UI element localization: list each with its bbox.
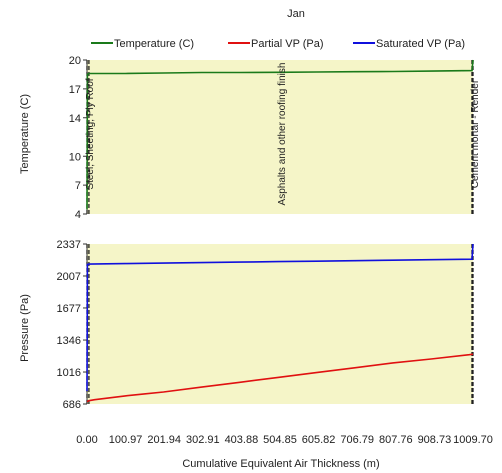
layer-label-cement: Cement mortar - Render	[470, 79, 481, 188]
x-tick-label: 100.97	[109, 434, 143, 446]
pressure-y-tick-label: 2337	[57, 239, 81, 251]
x-axis-ticks: 0.00 100.97 201.94 302.91 403.88 504.85 605.82…	[76, 434, 493, 446]
x-tick-label: 908.73	[418, 434, 452, 446]
x-tick-label: 302.91	[186, 434, 220, 446]
pressure-y-ticks: 686 1016 1346 1677 2007 2337	[57, 239, 87, 411]
layer-label-asphalt: Asphalts and other roofing finish	[277, 63, 288, 206]
temperature-y-tick-label: 7	[75, 180, 81, 192]
temperature-y-tick-label: 17	[69, 84, 81, 96]
pressure-y-tick-label: 1346	[57, 335, 81, 347]
temperature-y-axis-title: Temperature (C)	[19, 94, 31, 174]
legend: Temperature (C) Partial VP (Pa) Saturate…	[91, 38, 465, 50]
temperature-plot-area	[87, 60, 473, 214]
x-tick-label: 807.76	[379, 434, 413, 446]
legend-label-temperature: Temperature (C)	[114, 38, 194, 50]
temperature-y-ticks: 4 7 10 14 17 20	[69, 55, 87, 221]
legend-label-partial-vp: Partial VP (Pa)	[251, 38, 324, 50]
layer-label-steel: Steel, Sheeting, Ply Roof	[85, 78, 96, 189]
temperature-series	[86, 59, 474, 210]
temperature-y-tick-label: 4	[75, 209, 81, 221]
x-tick-label: 605.82	[302, 434, 336, 446]
pressure-plot-area	[87, 244, 473, 404]
legend-label-saturated-vp: Saturated VP (Pa)	[376, 38, 465, 50]
pressure-series	[86, 243, 474, 403]
pressure-y-tick-label: 2007	[57, 271, 81, 283]
temperature-y-tick-label: 20	[69, 55, 81, 67]
pressure-y-axis-title: Pressure (Pa)	[19, 294, 31, 362]
x-tick-label: 1009.70	[453, 434, 493, 446]
x-axis-title: Cumulative Equivalent Air Thickness (m)	[182, 458, 379, 470]
series-line-temperature-c	[86, 59, 474, 210]
series-line-saturated-vp-pa	[86, 243, 474, 392]
pressure-y-tick-label: 686	[63, 399, 81, 411]
x-tick-label: 201.94	[147, 434, 181, 446]
pressure-y-tick-label: 1677	[57, 303, 81, 315]
temperature-y-tick-label: 14	[69, 113, 81, 125]
x-tick-label: 403.88	[225, 434, 259, 446]
x-tick-label: 706.79	[340, 434, 374, 446]
chart-title: Jan	[287, 8, 305, 20]
series-line-partial-vp-pa	[86, 353, 474, 403]
temperature-y-tick-label: 10	[69, 151, 81, 163]
x-tick-label: 504.85	[263, 434, 297, 446]
x-tick-label: 0.00	[76, 434, 97, 446]
pressure-y-tick-label: 1016	[57, 367, 81, 379]
